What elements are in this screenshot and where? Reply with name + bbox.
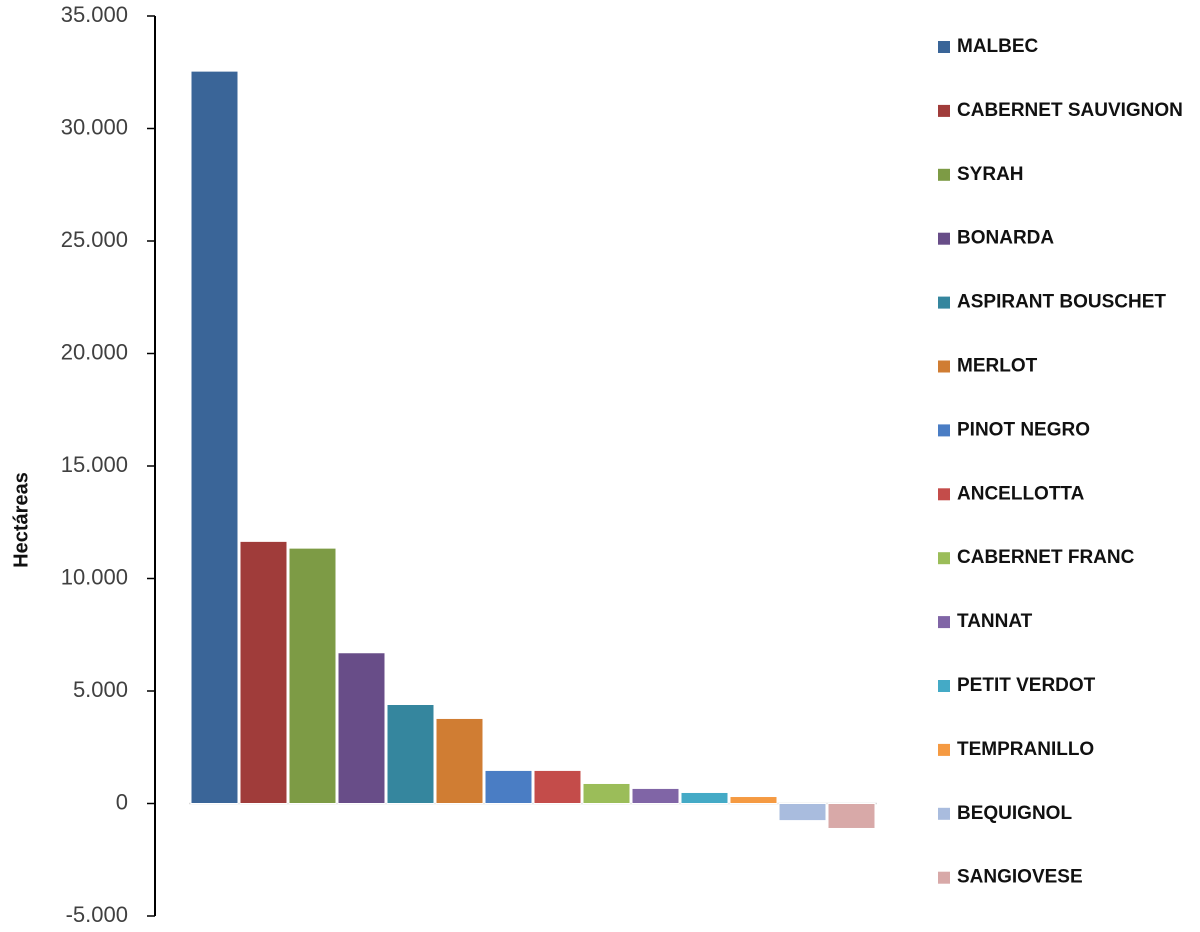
bar: [190, 70, 239, 804]
legend-swatch: [938, 680, 950, 692]
y-tick-label: -5.000: [66, 902, 128, 927]
bar: [582, 782, 631, 804]
legend-swatch: [938, 552, 950, 565]
bar: [729, 796, 778, 805]
bar: [337, 652, 386, 804]
bar: [386, 704, 435, 804]
legend-label: MERLOT: [957, 356, 1038, 377]
legend-swatch: [938, 296, 950, 309]
y-axis-label: Hectáreas: [10, 472, 32, 568]
bar: [778, 803, 827, 822]
y-tick-label: 35.000: [61, 2, 128, 27]
legend-swatch: [938, 807, 950, 820]
legend-label: CABERNET SAUVIGNON: [957, 100, 1183, 121]
y-tick-label: 10.000: [61, 564, 128, 589]
bar: [827, 803, 876, 829]
y-tick-label: 25.000: [61, 227, 128, 252]
legend-swatch: [938, 41, 950, 53]
bar: [484, 769, 533, 804]
legend-swatch: [938, 168, 950, 181]
legend-label: MALBEC: [957, 36, 1039, 57]
legend-label: PETIT VERDOT: [957, 675, 1096, 696]
legend-label: ASPIRANT BOUSCHET: [957, 292, 1166, 313]
legend-label: PINOT NEGRO: [957, 419, 1090, 440]
legend-label: TANNAT: [957, 611, 1033, 632]
legend-swatch: [938, 743, 950, 756]
bar: [288, 547, 337, 804]
bar: [631, 787, 680, 804]
legend-label: BONARDA: [957, 228, 1054, 249]
legend-swatch: [938, 104, 950, 117]
y-tick-label: 15.000: [61, 452, 128, 477]
legend-swatch: [938, 488, 950, 501]
legend-label: CABERNET FRANC: [957, 547, 1135, 568]
legend-swatch: [938, 232, 950, 245]
legend-swatch: [938, 360, 950, 373]
legend-label: BEQUIGNOL: [957, 803, 1072, 824]
bar: [239, 540, 288, 804]
legend-label: TEMPRANILLO: [957, 739, 1094, 760]
y-tick-label: 0: [116, 789, 128, 814]
bar: [435, 717, 484, 805]
legend-swatch: [938, 424, 950, 437]
bar: [533, 769, 582, 804]
y-tick-label: 20.000: [61, 339, 128, 364]
legend-label: SANGIOVESE: [957, 867, 1083, 888]
y-tick-label: 30.000: [61, 114, 128, 139]
legend-label: SYRAH: [957, 164, 1024, 185]
y-tick-label: 5.000: [73, 677, 128, 702]
legend-swatch: [938, 616, 950, 629]
legend-label: ANCELLOTTA: [957, 483, 1085, 504]
bar: [680, 791, 729, 804]
legend-swatch: [938, 871, 950, 884]
